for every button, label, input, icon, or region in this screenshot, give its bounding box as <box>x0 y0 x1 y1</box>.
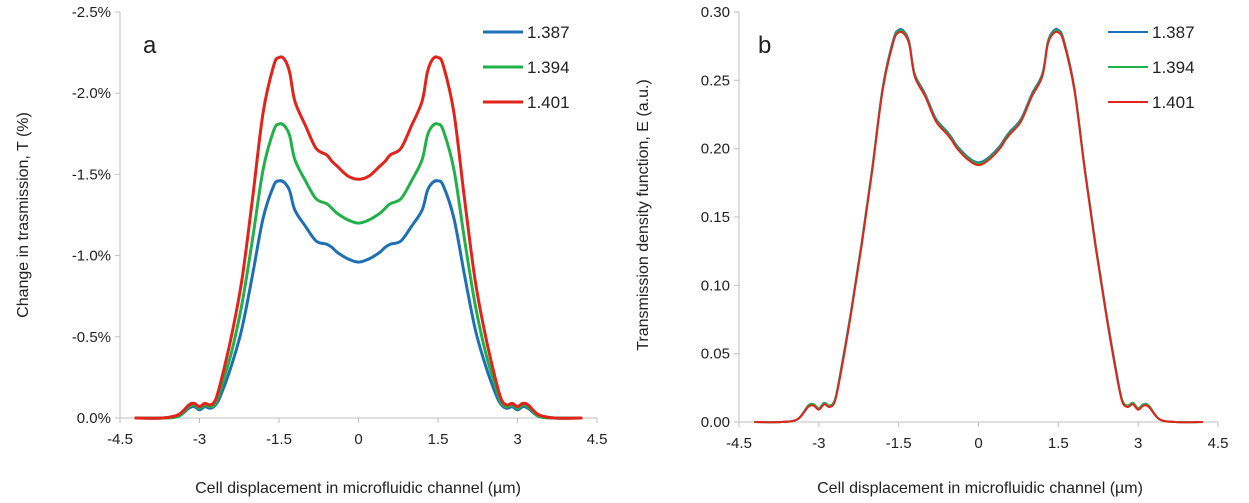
panel-a-x-tick-label: -4.5 <box>107 431 133 448</box>
panel-b-x-tick-label: -1.5 <box>886 435 912 452</box>
panel-a-y-ticks: 0.0% -0.5% -1.0% -1.5% -2.0% -2.5% <box>72 4 120 427</box>
panel-b-x-tick-label: -3 <box>812 435 825 452</box>
panel-b-chart: 0.00 0.05 0.10 0.15 0.20 0.25 0.30 -4.5 -3 -1.5 0… <box>635 4 1228 497</box>
panel-b-x-tick-label: 0 <box>974 435 982 452</box>
panel-b-y-tick-label: 0.10 <box>701 277 730 294</box>
panel-b-x-ticks: -4.5 -3 -1.5 0 1.5 3 4.5 <box>726 422 1228 452</box>
panel-b-legend-label: 1.401 <box>1152 93 1195 112</box>
panel-b-y-tick-label: 0.00 <box>701 414 730 431</box>
panel-b-series-line-1-387 <box>753 28 1204 424</box>
panel-a-series-line-1-387 <box>134 179 583 420</box>
panel-a-x-tick-label: 0 <box>354 431 362 448</box>
panel-a-y-tick-label: -2.5% <box>72 4 111 21</box>
panel-b-series-line-1-394 <box>753 29 1204 424</box>
panel-b-y-tick-label: 0.15 <box>701 209 730 226</box>
panel-b-x-tick-label: 3 <box>1134 435 1142 452</box>
panel-a-y-tick-label: 0.0% <box>77 410 111 427</box>
panel-a-y-tick-label: -1.5% <box>72 166 111 183</box>
panel-b-y-tick-label: 0.20 <box>701 141 730 158</box>
panel-b-x-tick-label: 1.5 <box>1048 435 1069 452</box>
panel-a-y-axis-title: Change in trasmission, T (%) <box>15 112 32 318</box>
panel-a-x-ticks: -4.5 -3 -1.5 0 1.5 3 4.5 <box>107 418 607 448</box>
panel-a-series-line-1-401 <box>134 55 583 420</box>
panel-a-x-tick-label: 3 <box>513 431 521 448</box>
panel-a-y-tick-label: -0.5% <box>72 329 111 346</box>
panel-b-legend: 1.387 1.394 1.401 <box>1108 23 1195 112</box>
panel-a-legend-label: 1.387 <box>527 23 570 42</box>
panel-b-y-tick-label: 0.05 <box>701 346 730 363</box>
panel-b-x-tick-label: 4.5 <box>1208 435 1229 452</box>
panel-a-series-line-1-394 <box>134 122 583 420</box>
panel-a-letter: a <box>143 32 157 59</box>
panel-a-x-tick-label: 4.5 <box>587 431 608 448</box>
panel-a-x-tick-label: 1.5 <box>428 431 449 448</box>
panel-b-series-lines <box>753 28 1204 424</box>
panel-a-legend: 1.387 1.394 1.401 <box>483 23 570 112</box>
panel-a-legend-label: 1.394 <box>527 58 570 77</box>
panel-a-legend-label: 1.401 <box>527 93 570 112</box>
panel-b-y-tick-label: 0.25 <box>701 72 730 89</box>
panel-a-y-tick-label: -2.0% <box>72 85 111 102</box>
panel-b-series-line-1-401 <box>753 30 1204 424</box>
panel-b-legend-label: 1.394 <box>1152 58 1195 77</box>
panel-b-letter: b <box>758 32 771 59</box>
panel-a-x-tick-label: -1.5 <box>266 431 292 448</box>
panel-b-x-tick-label: -4.5 <box>726 435 752 452</box>
panel-b-y-ticks: 0.00 0.05 0.10 0.15 0.20 0.25 0.30 <box>701 4 739 431</box>
panel-a-x-axis-title: Cell displacement in microfluidic channe… <box>195 480 521 497</box>
panel-a-chart: 0.0% -0.5% -1.0% -1.5% -2.0% -2.5% -4.5 -3 -1.5… <box>15 4 607 497</box>
panel-b-y-tick-label: 0.30 <box>701 4 730 21</box>
panel-b-y-axis-title: Transmission density function, E (a.u.) <box>635 79 652 351</box>
panel-b-x-axis-title: Cell displacement in microfluidic channe… <box>817 480 1143 497</box>
panel-a-y-tick-label: -1.0% <box>72 248 111 265</box>
panel-a-series-lines <box>134 55 583 420</box>
panel-a-x-tick-label: -3 <box>193 431 206 448</box>
panel-b-legend-label: 1.387 <box>1152 23 1195 42</box>
